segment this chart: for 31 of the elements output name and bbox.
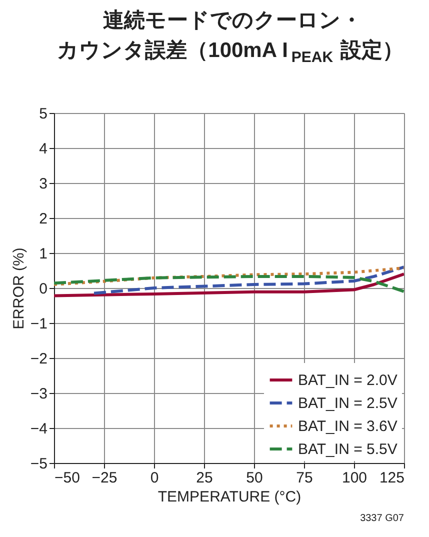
legend-label: BAT_IN = 2.0V — [298, 372, 398, 389]
y-tick-label: 2 — [39, 210, 48, 228]
y-tick-label: −2 — [30, 350, 48, 368]
y-axis-title: ERROR (%) — [10, 248, 28, 330]
x-axis-title: TEMPERATURE (°C) — [158, 488, 302, 506]
x-tick-label: 50 — [246, 470, 263, 486]
y-tick-label: 0 — [39, 280, 48, 298]
y-tick-label: −4 — [30, 420, 48, 438]
line-series — [54, 274, 404, 293]
y-tick-label: 1 — [39, 246, 48, 262]
y-tick-label: 3 — [39, 176, 48, 192]
x-tick-label: 75 — [296, 470, 313, 486]
x-tick-label: 100 — [342, 470, 368, 486]
line-series — [92, 266, 404, 295]
x-tick-label: −50 — [54, 470, 80, 486]
x-tick-label: 25 — [196, 470, 213, 486]
line-series — [54, 266, 404, 286]
x-tick-label: 0 — [150, 470, 159, 486]
y-tick-label: 4 — [39, 140, 48, 158]
y-tick-label: −3 — [30, 386, 48, 402]
x-tick-label: 125 — [379, 470, 404, 486]
y-tick-label: 5 — [39, 106, 48, 122]
y-tick-label: −5 — [30, 456, 48, 472]
text: 連続モードでのクーロン・ — [103, 9, 362, 32]
legend-label: BAT_IN = 2.5V — [298, 395, 398, 412]
legend-label: BAT_IN = 3.6V — [298, 418, 398, 435]
line-series — [54, 272, 404, 298]
text: 3337 G07 — [360, 513, 404, 524]
x-tick-label: −25 — [92, 470, 118, 486]
y-tick-label: −1 — [30, 316, 48, 332]
legend-label: BAT_IN = 5.5V — [298, 441, 398, 458]
